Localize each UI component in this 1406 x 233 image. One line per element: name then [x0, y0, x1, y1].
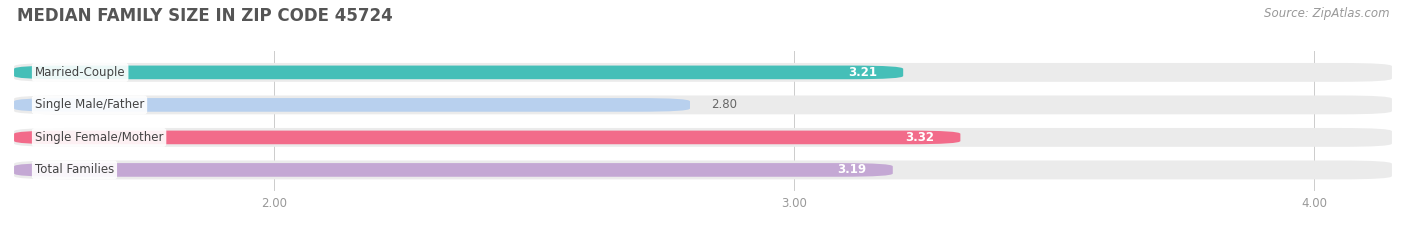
FancyBboxPatch shape — [14, 98, 690, 112]
Text: Single Male/Father: Single Male/Father — [35, 98, 145, 111]
Text: 3.32: 3.32 — [905, 131, 935, 144]
Text: Married-Couple: Married-Couple — [35, 66, 125, 79]
FancyBboxPatch shape — [14, 163, 893, 177]
FancyBboxPatch shape — [14, 63, 1392, 82]
Text: Total Families: Total Families — [35, 163, 114, 176]
Text: MEDIAN FAMILY SIZE IN ZIP CODE 45724: MEDIAN FAMILY SIZE IN ZIP CODE 45724 — [17, 7, 392, 25]
Text: Source: ZipAtlas.com: Source: ZipAtlas.com — [1264, 7, 1389, 20]
Text: 3.21: 3.21 — [848, 66, 877, 79]
FancyBboxPatch shape — [14, 130, 960, 144]
Text: Single Female/Mother: Single Female/Mother — [35, 131, 163, 144]
FancyBboxPatch shape — [14, 96, 1392, 114]
FancyBboxPatch shape — [14, 65, 903, 79]
Text: 3.19: 3.19 — [838, 163, 866, 176]
Text: 2.80: 2.80 — [711, 98, 737, 111]
FancyBboxPatch shape — [14, 128, 1392, 147]
FancyBboxPatch shape — [14, 161, 1392, 179]
